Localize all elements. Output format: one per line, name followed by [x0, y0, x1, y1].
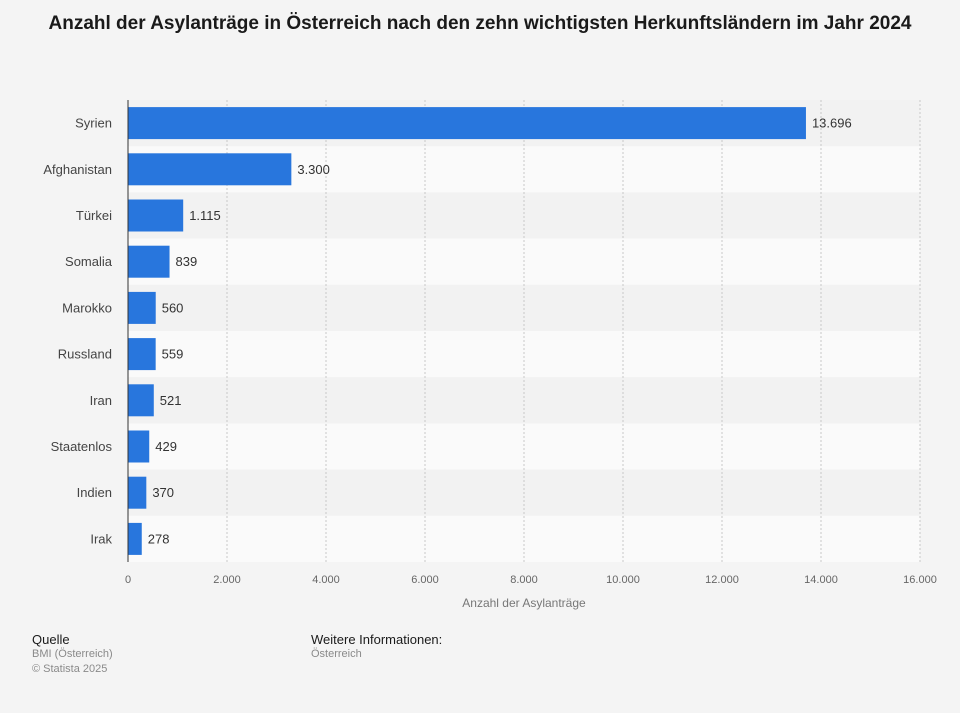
value-labels: 13.696 3.300 1.115 839 560 559 521 429 370 278 — [148, 116, 852, 547]
x-tick-label: 2.000 — [213, 574, 241, 586]
bar — [128, 153, 292, 186]
bar — [128, 384, 154, 417]
x-tick-label: 10.000 — [606, 574, 640, 586]
category-label: Somalia — [65, 254, 113, 269]
value-label: 429 — [155, 439, 177, 454]
value-label: 13.696 — [812, 116, 852, 131]
value-label: 1.115 — [189, 208, 221, 223]
x-tick-label: 16.000 — [903, 574, 937, 586]
x-axis-label: Anzahl der Asylanträge — [462, 596, 586, 610]
category-label: Syrien — [75, 116, 112, 131]
row-band — [128, 192, 920, 239]
bar — [128, 291, 156, 324]
row-band — [128, 423, 920, 470]
category-labels: Syrien Afghanistan Türkei Somalia Marokko Rus… — [43, 116, 112, 547]
category-label: Marokko — [62, 300, 112, 315]
category-label: Türkei — [76, 208, 112, 223]
x-tick-labels: 0 2.000 4.000 6.000 8.000 10.000 12.000 14.000 1… — [125, 574, 937, 586]
bar — [128, 430, 150, 463]
grid-lines — [226, 100, 921, 562]
value-label: 559 — [162, 347, 184, 362]
x-tick-label: 14.000 — [804, 574, 838, 586]
x-tick-label: 0 — [125, 574, 131, 586]
category-label: Irak — [90, 531, 112, 546]
source-name[interactable]: BMI (Österreich) — [32, 648, 113, 660]
source-heading: Quelle — [32, 632, 70, 647]
bar — [128, 338, 156, 371]
bar — [128, 107, 806, 140]
category-label: Russland — [58, 347, 112, 362]
info-text: Österreich — [311, 648, 362, 660]
info-block: Weitere Informationen: Österreich — [311, 632, 442, 662]
row-band — [128, 515, 920, 562]
value-label: 278 — [148, 531, 170, 546]
chart-title: Anzahl der Asylanträge in Österreich nac… — [48, 13, 912, 34]
value-label: 839 — [176, 254, 198, 269]
info-heading: Weitere Informationen: — [311, 632, 443, 647]
x-tick-label: 6.000 — [411, 574, 439, 586]
value-label: 521 — [160, 393, 182, 408]
category-label: Indien — [77, 485, 112, 500]
bar — [128, 199, 184, 232]
copyright: © Statista 2025 — [32, 663, 108, 675]
x-tick-label: 4.000 — [312, 574, 340, 586]
bars — [128, 107, 806, 555]
value-label: 370 — [152, 485, 174, 500]
value-label: 3.300 — [297, 162, 330, 177]
category-label: Iran — [90, 393, 112, 408]
value-label: 560 — [162, 300, 184, 315]
bar — [128, 522, 142, 555]
category-label: Afghanistan — [43, 162, 112, 177]
bar — [128, 476, 147, 509]
source-block: Quelle BMI (Österreich) © Statista 2025 — [32, 632, 113, 677]
category-label: Staatenlos — [51, 439, 113, 454]
x-tick-label: 12.000 — [705, 574, 739, 586]
x-tick-label: 8.000 — [510, 574, 538, 586]
bar — [128, 245, 170, 278]
